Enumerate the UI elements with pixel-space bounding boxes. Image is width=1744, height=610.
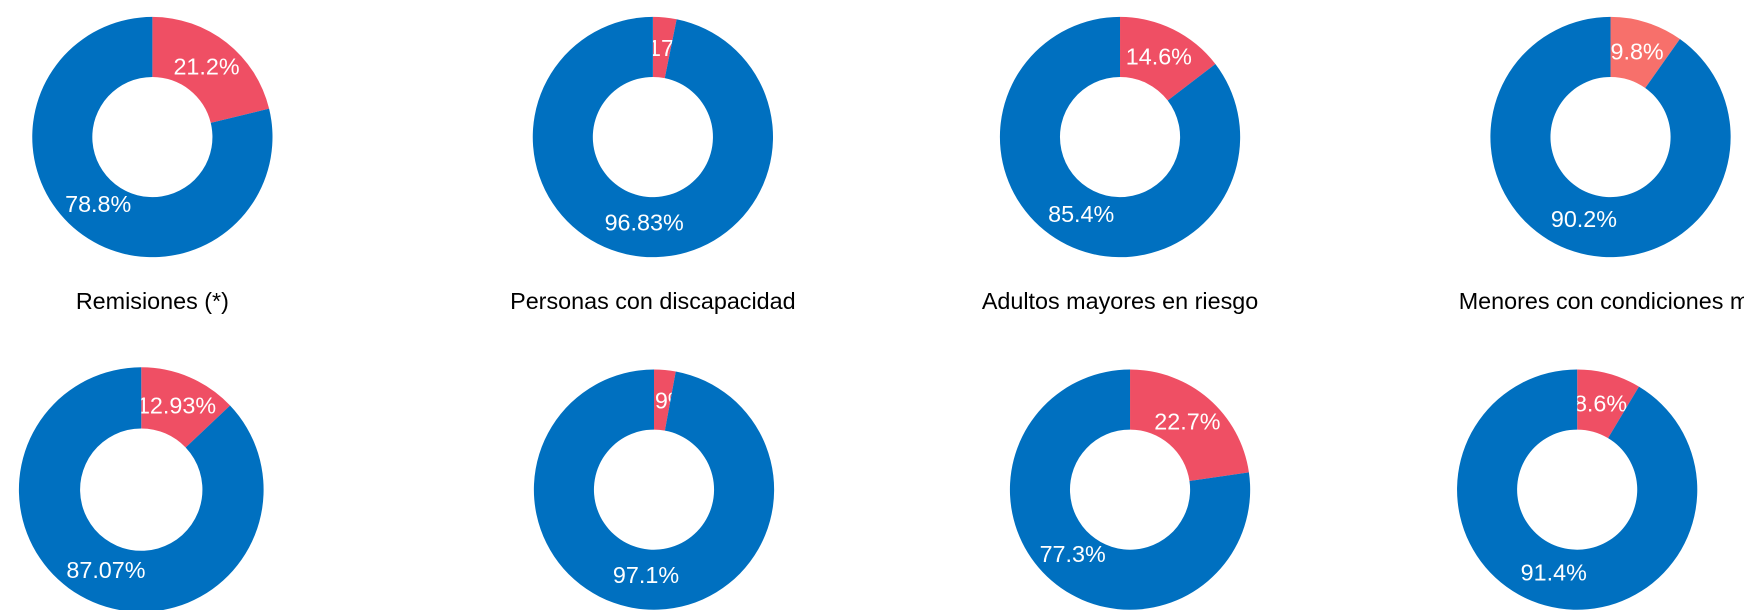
slice — [152, 16, 270, 123]
slice-label: 77.3% — [1040, 541, 1106, 567]
slice — [1490, 16, 1731, 258]
slice — [1120, 16, 1216, 101]
slice-label: 87.07% — [66, 557, 145, 583]
slice — [999, 16, 1241, 258]
slice-label: 12.93% — [137, 393, 216, 419]
slice-label: 14.6% — [1126, 44, 1192, 70]
slice — [32, 16, 273, 258]
slice-label: 8.6% — [1574, 390, 1627, 416]
chart-title: Menores con condiciones mé — [1459, 288, 1744, 314]
slice — [533, 369, 775, 610]
slice-label: 90.2% — [1551, 206, 1617, 232]
slice-label: 85.4% — [1048, 201, 1114, 227]
slice-label: 97.1% — [613, 562, 679, 588]
chart-title: Personas con discapacidad — [510, 288, 796, 314]
slice-label: 96.83% — [605, 209, 684, 235]
slice — [1577, 369, 1639, 439]
slice — [1009, 369, 1251, 610]
slice-label: 9.8% — [1610, 39, 1663, 65]
slice-label: 91.4% — [1521, 559, 1587, 585]
slice — [1457, 369, 1698, 610]
slice — [18, 367, 264, 610]
slice-label: 22.7% — [1154, 408, 1220, 434]
slice — [1610, 16, 1680, 89]
slice-label: 21.2% — [173, 53, 239, 79]
slice — [654, 369, 676, 431]
chart-title: Adultos mayores en riesgo — [982, 288, 1258, 314]
slice — [141, 367, 231, 448]
slice-label: 78.8% — [65, 191, 131, 217]
slice — [532, 16, 774, 258]
slice — [1130, 369, 1249, 481]
slice — [652, 16, 677, 79]
chart-title: Remisiones (*) — [76, 288, 229, 314]
